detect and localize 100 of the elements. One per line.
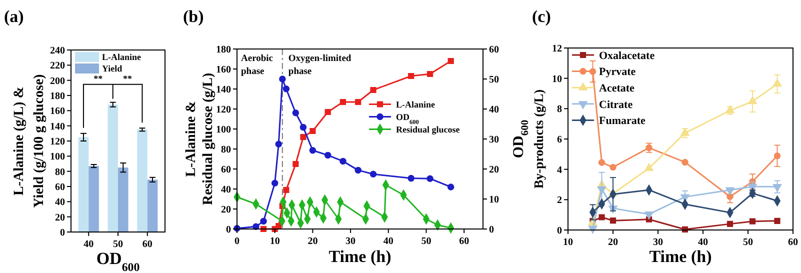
bar [108,104,118,232]
y2-tick-label: 20 [489,164,499,176]
y-tick-label: 20 [221,204,231,216]
y-tick-label: 8 [557,104,562,116]
point [279,76,286,82]
x-axis-title: Time (h) [328,247,392,266]
point [275,140,282,148]
x-tick-label: 50 [743,237,753,248]
chart-title: (b) [183,7,204,26]
legend-label: Yield [102,64,122,74]
x-tick-label: 40 [698,237,708,248]
y-tick-label: 2 [557,195,562,206]
legend-label: Fumarate [599,115,646,128]
legend-label: Pyrvate [599,66,636,78]
point [370,86,376,94]
point [748,96,757,104]
x-tick-label: 0 [234,236,240,247]
y-tick-label: 6 [557,134,562,146]
point [774,152,781,160]
y-axis-title: L-Alanine & Residual glucose (g/L) [184,72,216,206]
y-tick-label: 60 [55,182,65,193]
y-tick-label: 180 [50,91,65,102]
legend-label: Residual glucose [396,124,460,134]
y-tick-label: 40 [55,197,65,208]
annotation: Oxygen-limited phase [288,54,352,77]
y2-tick-label: 0 [489,224,494,236]
chart-title: (c) [532,7,551,26]
point [426,70,434,78]
y-tick-label: 120 [50,136,65,148]
bar [78,137,89,232]
y2-tick-label: 40 [489,104,499,116]
x-tick-label: 40 [383,236,394,247]
legend-label: OD$_{600}$ [396,112,419,126]
y-tick-label: 40 [221,184,231,196]
y-tick-label: 160 [216,64,231,76]
point [598,214,605,220]
x-tick-label: 60 [142,239,152,250]
x-tick-label: 10 [270,236,280,247]
point [283,186,290,194]
y-tick-label: 20 [55,212,65,224]
x-tick-label: 60 [788,237,798,248]
point [726,193,734,200]
legend-label: L-Alanine [102,52,142,62]
point [426,175,434,182]
point [774,218,780,224]
chart-title: (a) [4,7,24,26]
bar [118,168,128,232]
legend-label: Oxalacetate [599,50,655,62]
bar [147,180,158,232]
y2-tick-label: 30 [489,134,499,146]
point [408,72,414,80]
y-tick-label: 220 [50,60,65,72]
bar [137,130,148,232]
point [324,152,332,159]
point [408,174,414,182]
point [644,211,654,220]
point [271,180,278,186]
x-tick-label: 50 [421,236,432,247]
y-tick-label: 10 [552,74,562,85]
x-tick-label: 50 [113,239,123,250]
annotation: ** [94,73,104,84]
y-tick-label: 0 [557,226,562,236]
y-tick-label: 200 [50,76,65,87]
x-tick-label: 40 [84,239,94,250]
point [340,98,346,106]
point [644,163,654,172]
y-axis-title: L-Alanine (g/L) & Yield (g/100 g glucose) [12,74,48,208]
y-axis-title: By-products (g/L) [530,89,546,189]
y-tick-label: 0 [60,228,65,238]
point [300,134,306,140]
y2-tick-label: 50 [489,74,499,86]
point [447,184,454,190]
point [309,147,316,154]
point [597,186,606,194]
point [260,218,267,225]
y-tick-label: 160 [50,106,65,118]
y-tick-label: 180 [216,44,231,56]
x-axis-title: Time (h) [649,247,712,266]
point [310,128,316,134]
x-tick-label: 60 [459,236,470,247]
legend-label: L-Alanine [396,99,436,110]
point [726,220,734,227]
point [355,98,362,106]
point [772,78,782,87]
y-tick-label: 100 [50,152,65,163]
point [340,158,346,165]
point [354,166,362,174]
point [598,159,606,166]
annotation: Aerobic phase [241,54,274,77]
y-tick-label: 0 [226,224,231,236]
point [610,164,616,171]
x-axis-title: OD$_{600}$ [96,249,140,273]
y2-tick-label: 60 [489,44,499,56]
y-tick-label: 80 [221,144,231,156]
y-tick-label: 12 [552,44,562,54]
point [300,124,307,131]
y-tick-label: 240 [50,46,65,56]
x-tick-label: 30 [653,237,663,248]
y-tick-label: 4 [557,164,562,176]
point [588,226,598,234]
